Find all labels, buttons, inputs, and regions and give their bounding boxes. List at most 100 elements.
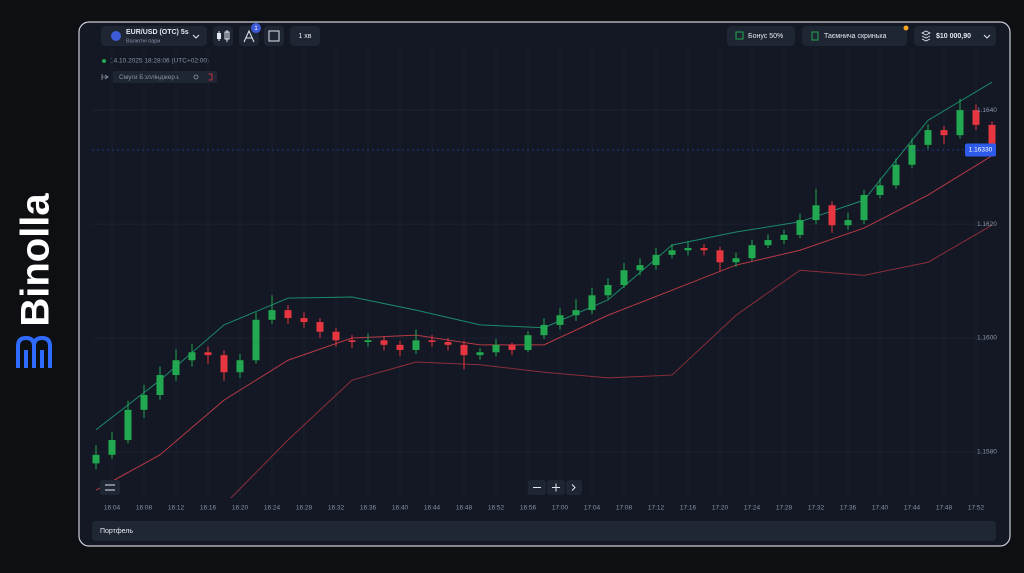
candle-body [236,360,244,373]
candle-body [412,340,420,350]
candle-body [652,254,660,266]
y-tick-label: 1.1620 [977,221,997,228]
indicators-button[interactable] [264,26,284,46]
candle-body [492,344,500,353]
chart-type-icon [224,31,230,40]
candle-body [572,310,580,316]
pair-selector[interactable] [101,26,207,46]
x-tick-label: 17:36 [840,505,857,512]
x-tick-label: 16:44 [424,505,441,512]
candle-body [684,247,692,251]
x-tick-label: 16:12 [168,505,185,512]
collapse-icon [101,74,109,80]
indicator-chip[interactable] [113,71,217,83]
candle-body [204,352,212,356]
candle-body [124,409,132,441]
candle-body [812,205,820,221]
app-frame [78,21,1011,547]
candle-body [620,270,628,286]
drawing-icon [243,29,255,43]
timestamp: 14.10.2025 18:28:06 (UTC+02:00) [110,58,209,65]
timeframe: 1 хв [298,33,311,40]
balance-icon [921,30,931,42]
candle-body [364,340,372,343]
indicators-icon [268,30,280,42]
brand-logo [16,335,52,368]
pair-name: EUR/USD (OTC) 5s [126,29,189,36]
zoom-in-icon [552,483,560,492]
candle-body [588,295,596,311]
x-tick-label: 16:28 [296,505,313,512]
x-tick-label: 17:32 [808,505,825,512]
x-tick-label: 17:48 [936,505,953,512]
x-tick-label: 17:16 [680,505,697,512]
timeframe-button[interactable] [290,26,320,46]
candle-body [284,310,292,319]
portfolio-label: Портфель [100,528,133,535]
candle-body [844,220,852,226]
indicator-name: Смуги Боллінджера [119,73,179,81]
candle-body [252,319,260,361]
bonus-button[interactable] [727,26,795,46]
scroll-button[interactable] [566,480,582,495]
x-tick-label: 17:52 [968,505,985,512]
candle-body [524,335,532,350]
chest-label: Таємнича скринька [824,33,887,40]
balance-button[interactable] [914,26,996,46]
candle-body [764,240,772,246]
candle-body [988,124,996,150]
candle-body [604,285,612,296]
candle-body [668,250,676,255]
candle-body [636,265,644,271]
candle-body [316,322,324,332]
x-tick-label: 16:04 [104,505,121,512]
pair-group: Валютні пари [126,38,160,44]
x-tick-label: 16:36 [360,505,377,512]
candle-body [268,310,276,320]
x-tick-label: 17:24 [744,505,761,512]
x-tick-label: 17:20 [712,505,729,512]
visibility-icon[interactable] [193,74,199,80]
portfolio-bar[interactable] [92,521,996,541]
chart-type-button[interactable] [213,26,233,46]
candle-body [860,195,868,221]
candle-body [444,342,452,345]
candle-body [460,344,468,356]
x-tick-label: 17:08 [616,505,633,512]
candle-body [508,344,516,350]
x-tick-label: 16:16 [200,505,217,512]
candle-body [876,185,884,196]
candle-body [380,340,388,345]
candle-body [140,395,148,410]
candle-body [188,352,196,361]
x-tick-label: 17:04 [584,505,601,512]
bonus-icon [735,31,744,40]
y-tick-label: 1.1580 [977,449,997,456]
candle-body [892,164,900,186]
candle-body [940,130,948,136]
notification-dot [903,25,909,31]
chest-icon [811,31,819,41]
candle-body [556,315,564,325]
chart-type-icon [217,33,221,39]
y-tick-label: 1.1600 [977,335,997,342]
chest-button[interactable] [802,26,907,46]
current-price-tag [965,143,996,157]
x-tick-label: 16:48 [456,505,473,512]
candle-body [220,355,228,373]
x-tick-label: 17:12 [648,505,665,512]
x-tick-label: 17:40 [872,505,889,512]
candle-body [908,144,916,165]
x-tick-label: 17:00 [552,505,569,512]
candle-body [476,352,484,356]
x-tick-label: 16:52 [488,505,505,512]
settings-button[interactable] [100,480,120,495]
chevron [983,34,991,39]
x-tick-label: 16:32 [328,505,345,512]
candle-body [396,344,404,350]
settings-icon [105,484,115,491]
brand-name: Binolla [14,193,58,327]
band-middle [95,155,993,491]
scroll-icon [571,484,576,491]
